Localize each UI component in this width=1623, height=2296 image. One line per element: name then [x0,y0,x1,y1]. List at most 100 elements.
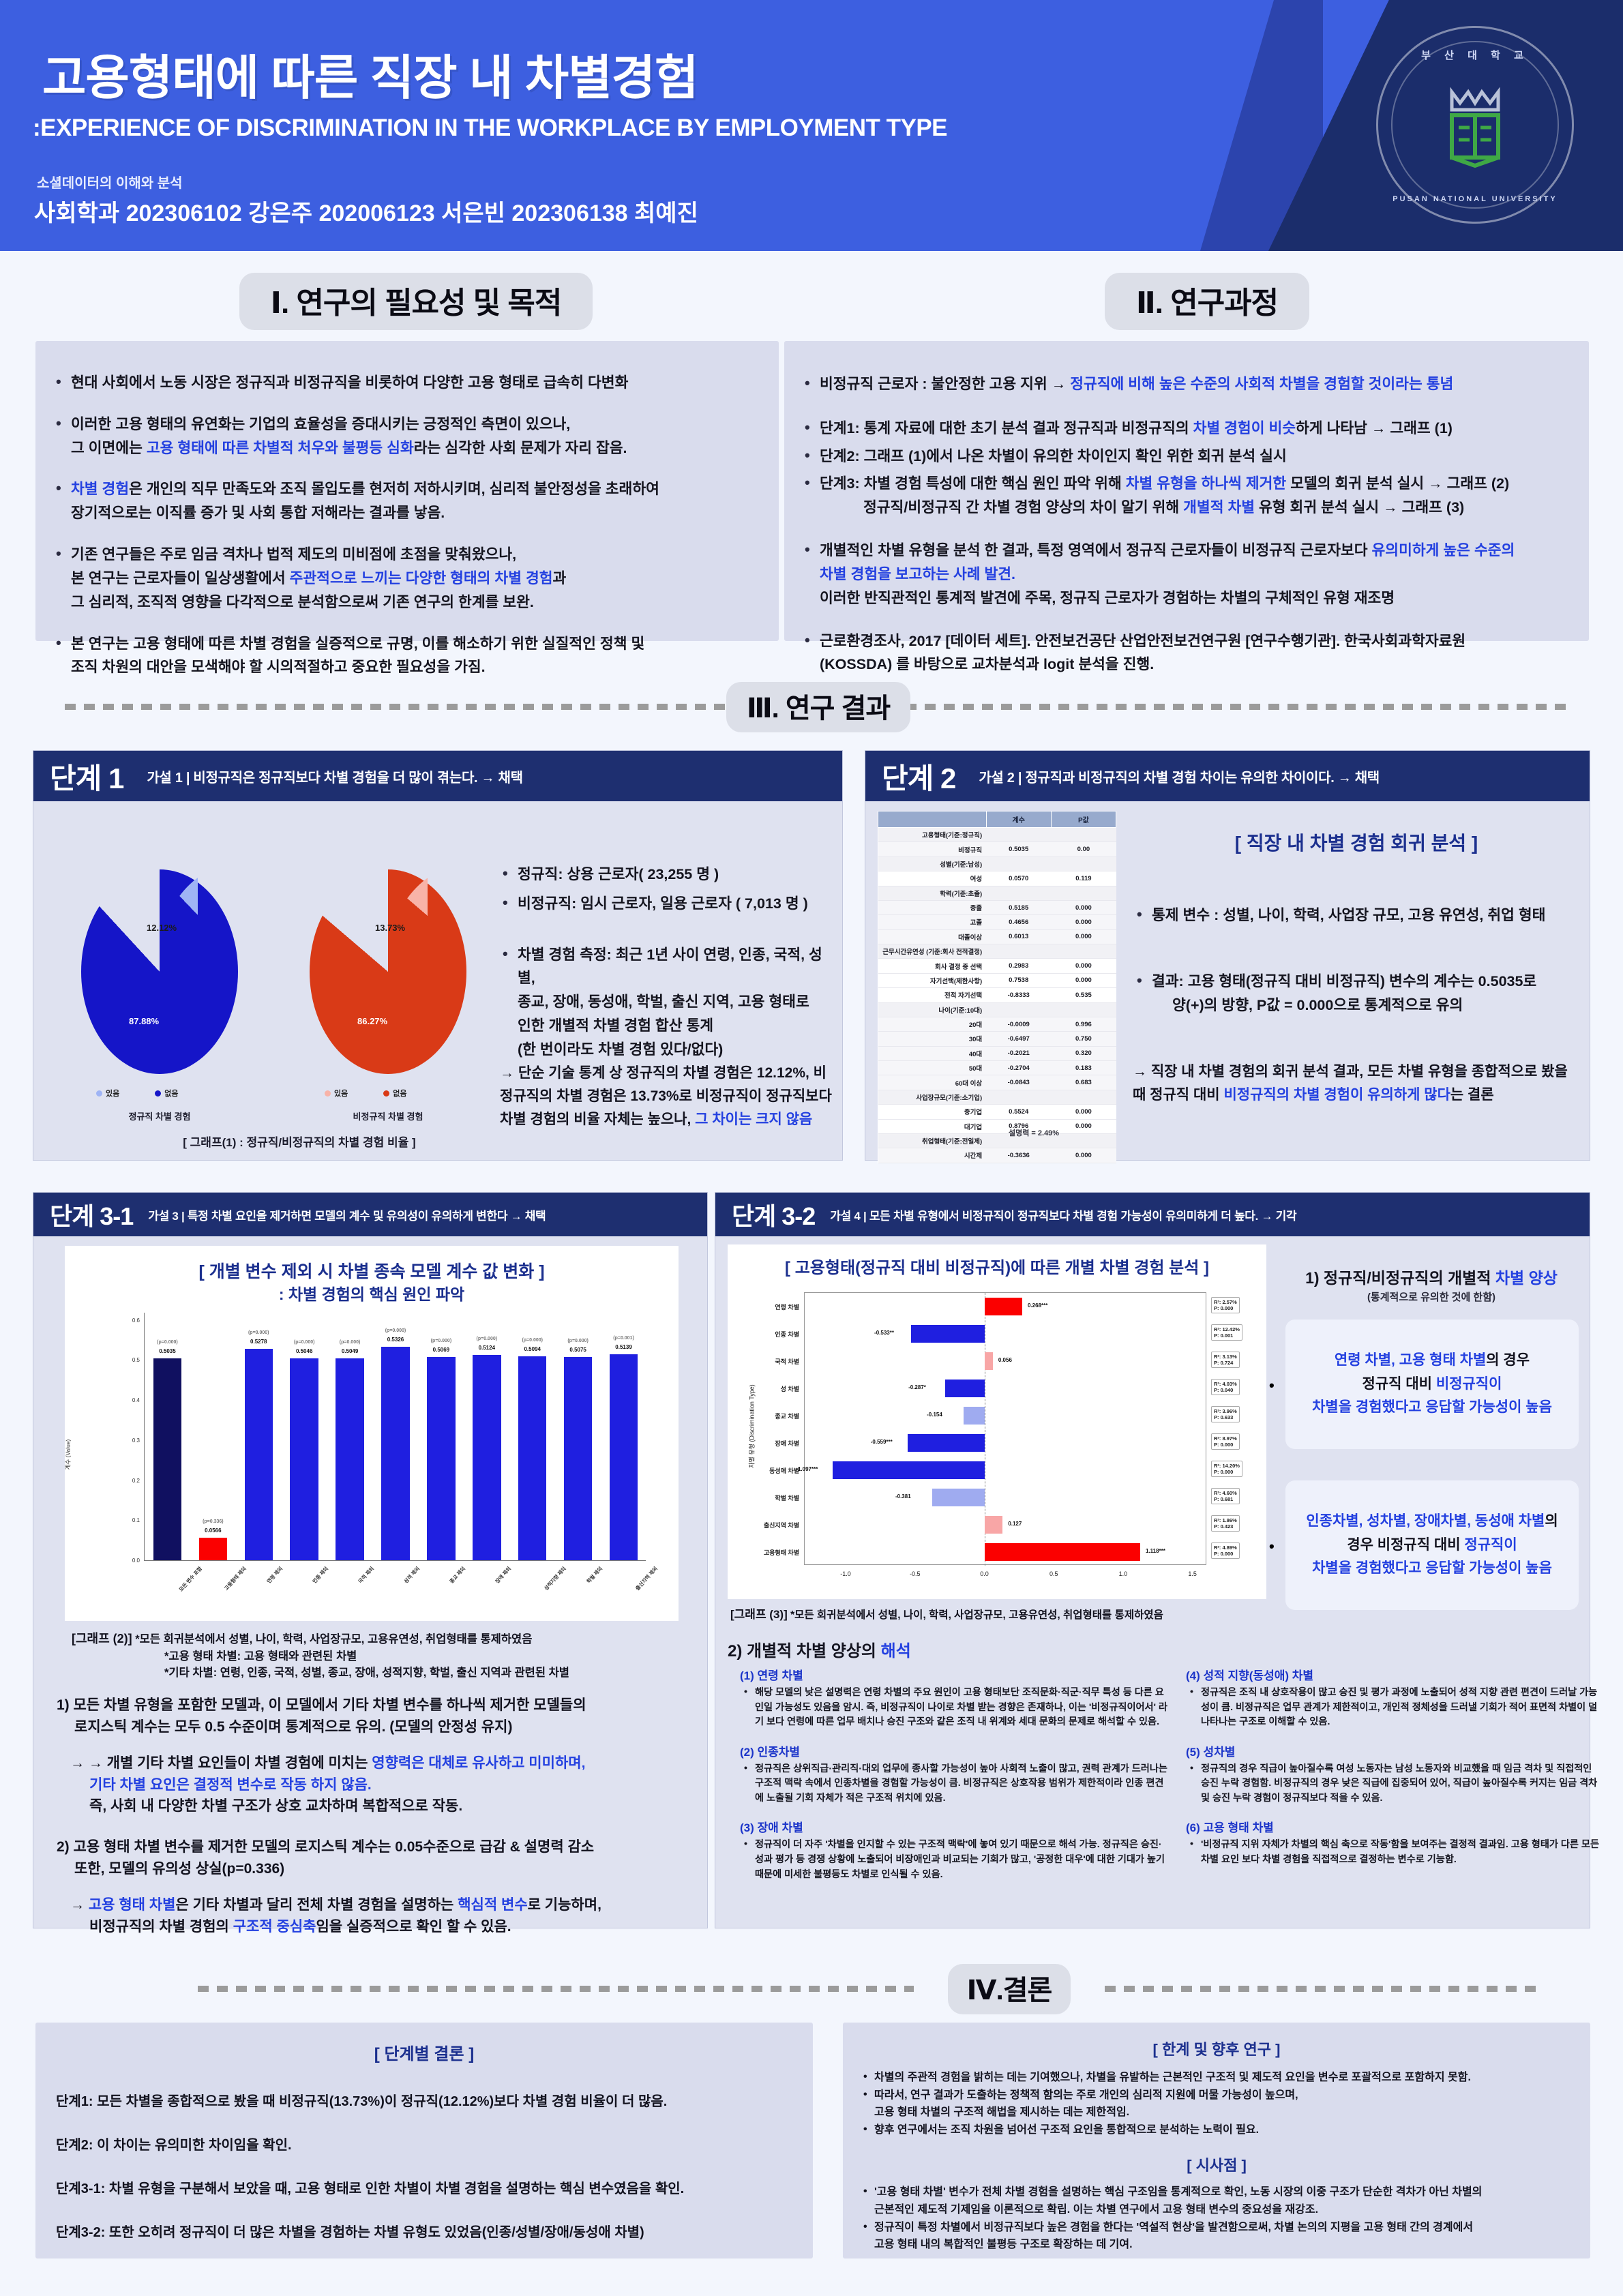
bar-chart-coefficient-change: [ 개별 변수 제외 시 차별 종속 모델 계수 값 변화 ] : 차별 경험의… [64,1246,679,1621]
table-row: 60대 이상 -0.0843 0.683 [878,1075,1116,1090]
table-cell-coef: 0.0570 [986,871,1052,886]
graph3-notes: [그래프 (3)] *모든 회귀분석에서 성별, 나이, 학력, 사업장규모, … [730,1608,1163,1621]
table-cell-p: 0.000 [1051,973,1116,989]
callout-2-bullet-icon: • [1269,1538,1275,1555]
table-col-label [878,811,987,828]
table-cell-label: 50대 [878,1060,987,1076]
stage-3-2-panel: 단계 3-2 가설 4 | 모든 차별 유형에서 비정규직이 정규직보다 차별 … [715,1192,1599,1928]
conclusion-left-title: [ 단계별 결론 ] [374,2045,475,2063]
callout-box-2-text: 인종차별, 성차별, 장애차별, 동성애 차별의 경우 비정규직 대비 정규직이… [1306,1512,1558,1577]
table-cell-label: 시간제 [878,1148,987,1163]
bar [473,1355,501,1560]
bar-x-label: 성적지향 제외 [542,1565,567,1592]
bar-category-label: 출신지역 차별 [763,1522,799,1529]
poster-header: 고용형태에 따른 직장 내 차별경험 :EXPERIENCE OF DISCRI… [0,0,1623,251]
list-item: 단계1: 통계 자료에 대한 초기 분석 결과 정규직과 비정규직의 차별 경험… [799,415,1564,441]
interpretation-item-title: (5) 성차별 [1186,1745,1236,1759]
stage-2-hypothesis: 가설 2 | 정규직과 비정규직의 차별 경험 차이는 유의한 차이이다. → … [979,770,1380,786]
pie-label-irregular-no: 86.27% [357,1016,388,1026]
legend-item: 없음 [383,1088,407,1099]
bar-value-label: -1.097*** [796,1466,818,1472]
divider-conclusion-left [198,1986,914,1992]
limit-line: 차별의 주관적 경험을 밝히는 데는 기여했으나, 차별을 유발하는 근본적인 … [861,2068,1573,2087]
table-row: 50대 -0.2704 0.183 [878,1060,1116,1076]
bar-value-label: 0.268*** [1028,1302,1048,1309]
table-cell-label: 20대 [878,1017,987,1032]
conclusion-right-card: [ 한계 및 향후 연구 ] 차별의 주관적 경험을 밝히는 데는 기여했으나,… [843,2023,1590,2258]
interpretation-item-text: • 해당 모델의 낮은 설명력은 연령 차별의 주요 원인이 고용 형태보단 조직… [744,1686,1167,1728]
conclusion-left-card: [ 단계별 결론 ] 단계1: 모든 차별을 종합적으로 봤을 때 비정규직(1… [35,2023,813,2258]
bar-x-label: 모든 변수 포함 [178,1565,204,1593]
pie-chart-regular: 12.12% 87.88% 있음 없음 정규직 차별 경험 [81,864,238,1122]
table-row: 전적 자기선택 -0.8333 0.535 [878,987,1116,1003]
table-row: 고졸 0.4656 0.000 [878,914,1116,930]
bar-chart-title: [ 개별 변수 제외 시 차별 종속 모델 계수 값 변화 ] [198,1262,545,1281]
bar [153,1358,182,1560]
pie-chart-irregular: 13.73% 86.27% 있음 없음 비정규직 차별 경험 [310,864,469,1122]
graph1-caption: [ 그래프(1) : 정규직/비정규직의 차별 경험 비율 ] [183,1136,416,1149]
pie-label-irregular-yes: 13.73% [375,923,406,933]
table-cell-label: 회사 결정 중 선택 [878,958,987,974]
bar-category-label: 성 차별 [780,1386,799,1392]
bar-x-label: 종교 제외 [448,1565,467,1585]
bar [985,1297,1022,1316]
bar-chart-subtitle: : 차별 경험의 핵심 원인 파악 [278,1285,465,1303]
stage-2-panel-title: [ 직장 내 차별 경험 회귀 분석 ] [1234,833,1478,854]
list-item: 비정규직: 임시 근로자, 일용 근로자 ( 7,013 명 ) [497,891,831,916]
bar-pvalue-label: (p=0.000) [339,1339,361,1345]
section-1-card: 현대 사회에서 노동 시장은 정규직과 비정규직을 비롯하여 다양한 고용 형태… [35,341,779,675]
implication-line: 정규직이 특정 차별에서 비정규직보다 높은 경험을 한다는 '역설적 현상'을… [861,2218,1573,2237]
x-tick-label: 1.0 [1118,1570,1128,1577]
table-cell-label: 30대 [878,1031,987,1047]
table-cell-label: 고졸 [878,914,987,930]
table-cell-label: 대졸이상 [878,929,987,945]
table-cell-label: 대기업 [878,1119,987,1134]
bar [932,1488,985,1507]
bar-stat-box: R²: 12.42% P: 0.001 [1211,1324,1242,1341]
stage-3-1-analysis-2: 2) 고용 형태 차별 변수를 제거한 모델의 로지스틱 계수는 0.05수준으… [57,1839,601,1935]
bar-pvalue-label: (p=0.000) [522,1337,543,1343]
university-seal-logo: 부 산 대 학 교 PUSAN NATIONAL UNIVERSITY [1376,26,1574,224]
list-item: 정규직: 상용 근로자( 23,255 명 ) [497,861,831,886]
interpretation-left-column: (1) 연령 차별 • 해당 모델의 낮은 설명력은 연령 차별의 주요 원인이 고… [740,1666,1170,1894]
regression-table-footer: 설명력 = 2.49% [1009,1129,1060,1137]
bar [244,1349,273,1560]
interpretation-item: (6) 고용 형태 차별 • '비정규직 지위 자체가 차별의 핵심 축으로 작동'… [1186,1818,1602,1867]
bar-stat-box: R²: 3.13% P: 0.724 [1211,1352,1240,1368]
table-cell-label: 중기업 [878,1104,987,1120]
table-col-coef: 계수 [985,811,1052,828]
bar-stat-box: R²: 14.20% P: 0.000 [1211,1461,1242,1477]
section-1-bullet-list: 현대 사회에서 노동 시장은 정규직과 비정규직을 비롯하여 다양한 고용 형태… [50,370,751,679]
table-cell-p [1051,1133,1116,1149]
stage-2-body: 계수 P값 고용형태(기준:정규직) 비정규직 0.5035 0.00 성별(기준:남성… [865,801,1590,1163]
bar-value-label: 0.5069 [432,1347,450,1354]
bar-stat-box: R²: 1.86% P: 0.423 [1211,1515,1240,1532]
interpretation-item-text: • 정규직은 조직 내 상호작용이 많고 승진 및 평가 과정에 노출되어 성적 … [1190,1686,1598,1728]
stage-1-conclusion: → 단순 기술 통계 상 정규직의 차별 경험은 12.12%, 비정규직의 차… [500,1065,832,1128]
bar-category-label: 장애 차별 [775,1440,799,1447]
bar [381,1347,410,1560]
limit-line-cont: 고용 형태 차별의 구조적 해법을 제시하는 데는 제한적임. [874,2106,1130,2119]
bar-pvalue-label: (p=0.000) [476,1337,498,1342]
table-cell-label: 중졸 [878,900,987,916]
bar-pvalue-label: (p=0.000) [385,1328,406,1334]
callout-box-2: 인종차별, 성차별, 장애차별, 동성애 차별의 경우 비정규직 대비 정규직이… [1285,1480,1579,1610]
pie-legend-irregular: 있음 없음 [325,1088,407,1099]
stage-1-hypothesis: 가설 1 | 비정규직은 정규직보다 차별 경험을 더 많이 겪는다. → 채택 [147,770,523,786]
interpretation-item-text: • 정규직이 더 자주 '차별을 인지할 수 있는 구조적 맥락'에 놓여 있기 … [744,1838,1165,1880]
table-cell-coef: 0.6013 [986,929,1052,945]
interpretation-item: (4) 성적 지향(동성애) 차별 • 정규직은 조직 내 상호작용이 많고 승진 … [1186,1666,1602,1730]
table-cell-coef: -0.2021 [986,1046,1052,1062]
table-cell-label: 비정규직 [878,841,987,857]
table-row: 중졸 0.5185 0.000 [878,900,1116,916]
table-cell-p: 0.119 [1051,871,1116,886]
table-cell-p: 0.00 [1051,841,1116,857]
list-item: 현대 사회에서 노동 시장은 정규직과 비정규직을 비롯하여 다양한 고용 형태… [50,370,751,395]
list-item: 통제 변수 : 성별, 나이, 학력, 사업장 규모, 고용 유연성, 취업 형… [1131,902,1581,927]
stage-3-1-panel: 단계 3-1 가설 3 | 특정 차별 요인을 제거하면 모델의 계수 및 유의… [33,1192,708,1935]
stage-3-1-number: 단계 3-1 [50,1202,134,1230]
bar-value-label: 0.5094 [524,1345,541,1352]
implication-line: '고용 형태 차별' 변수가 전체 차별 경험을 설명하는 핵심 구조임을 통계… [861,2183,1573,2201]
table-cell-p [1051,886,1116,901]
stage-2-panel: 단계 2 가설 2 | 정규직과 비정규직의 차별 경험 차이는 유의한 차이이… [865,750,1590,1163]
